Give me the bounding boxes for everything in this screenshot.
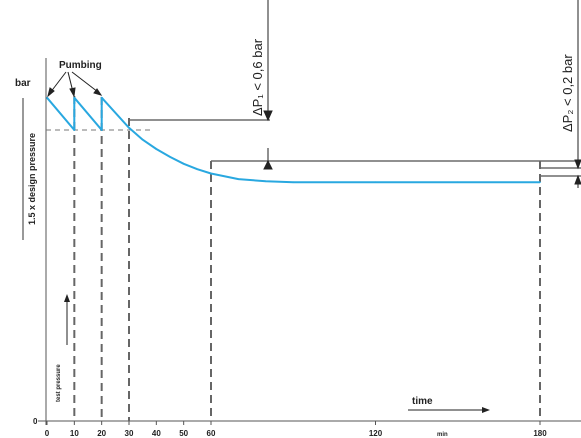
pressure-point-16 [457,181,459,183]
pressure-point-4 [100,96,103,99]
y-tick-0: 0 [33,417,38,426]
pumping-arrowhead-1 [47,87,55,98]
delta-p1-upper-arrowhead [263,110,273,122]
delta-p1-lower-arrowhead [263,159,273,170]
pressure-point-9 [182,163,185,165]
time-markers [73,96,541,421]
pressure-point-5 [128,127,130,129]
design-pressure-label: 1.5 x design pressure [27,133,37,225]
test-pressure-label: test pressure [56,364,62,402]
pressure-point-15 [374,181,377,183]
pressure-point-7 [155,148,158,150]
pressure-point-0 [46,96,48,99]
test-pressure-arrowhead [64,294,70,302]
pressure-point-17 [539,181,541,183]
delta-p1-label: ΔP₁ < 0,6 bar [250,38,265,116]
pressure-point-10 [196,168,199,170]
time-arrowhead [482,407,490,413]
x-tick-label-50: 50 [179,429,188,438]
pressure-point-3 [100,129,103,131]
pressure-point-6 [141,138,144,141]
pressure-point-11 [210,172,212,175]
pumping-arrows [47,71,103,98]
x-tick-label-120: 120 [369,429,383,438]
x-tick-label-180: 180 [533,429,547,438]
delta-p2-lower-arrowhead [574,174,581,185]
pressure-point-2 [73,96,76,99]
x-tick-label-30: 30 [125,429,134,438]
delta-p2-bracket [540,0,581,188]
delta-p2-label: ΔP₂ < 0,2 bar [560,54,575,132]
x-axis-label: time [412,396,433,407]
pressure-point-8 [169,156,171,158]
pressure-series-line-0 [46,96,540,184]
pressure-point-14 [292,181,295,183]
x-tick-label-60: 60 [207,429,216,438]
pumping-arrowhead-2 [69,87,76,98]
axes [38,58,581,425]
series-layer [46,96,541,184]
x-ticks: 0 10 20 30 40 50 60 120 180 [45,421,547,438]
pressure-point-1 [73,129,76,131]
x-tick-label-20: 20 [97,429,106,438]
x-unit-label: min [437,432,448,438]
x-tick-label-10: 10 [70,429,79,438]
delta-p2-upper-arrowhead [574,159,581,170]
pumping-arrowhead-3 [93,88,103,96]
pressure-point-12 [237,178,240,180]
x-tick-label-0: 0 [45,429,50,438]
pumping-label: Pumbing [59,60,102,71]
pumping-arrow-3 [71,71,99,93]
y-axis-label: bar [15,78,31,89]
pressure-point-13 [265,180,267,183]
delta-p1-bracket [128,0,581,170]
x-tick-label-40: 40 [152,429,161,438]
